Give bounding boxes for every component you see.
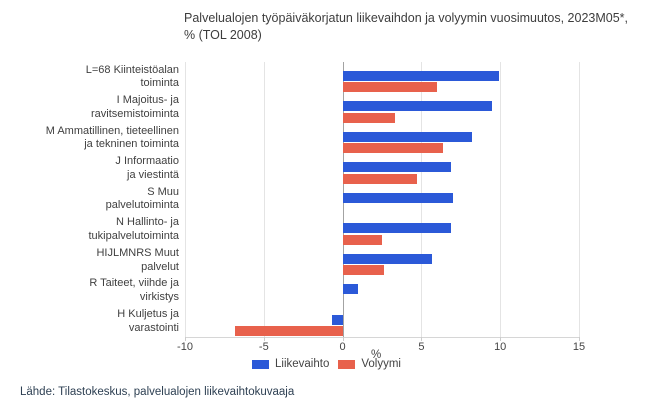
bar-liikevaihto[interactable] [342, 192, 453, 203]
legend-label-liikevaihto: Liikevaihto [275, 358, 330, 370]
x-axis-tickmark [421, 337, 423, 341]
gridline [185, 62, 186, 337]
y-axis-category-labels: L=68 Kiinteistöalan toiminta I Majoitus- … [0, 62, 179, 337]
plot-area [185, 62, 580, 341]
bar-liikevaihto[interactable] [342, 223, 452, 234]
bar-liikevaihto[interactable] [342, 253, 433, 264]
bar-volyymi[interactable] [342, 82, 438, 92]
x-axis-tickmark [579, 337, 580, 341]
category-label: L=68 Kiinteistöalan toiminta [85, 63, 179, 90]
x-axis-tick-label: 5 [418, 341, 425, 353]
chart-title-line-2: % (TOL 2008) [184, 27, 262, 42]
gridline [263, 62, 265, 337]
x-axis-tickmark [342, 337, 344, 341]
chart-title: Palvelualojen työpäiväkorjatun liikevaih… [184, 10, 644, 44]
legend: Liikevaihto Volyymi [252, 358, 401, 370]
legend-item-liikevaihto: Liikevaihto [252, 358, 329, 370]
bar-volyymi[interactable] [342, 112, 395, 123]
x-axis-tick-label: -5 [258, 341, 269, 353]
x-axis-tickmark [185, 337, 186, 341]
category-label: HIJLMNRS Muut palvelut [96, 246, 179, 273]
source-note: Lähde: Tilastokeskus, palvelualojen liik… [20, 386, 295, 398]
x-axis-tick-label: 15 [572, 341, 586, 353]
legend-swatch-volyymi [338, 359, 356, 369]
category-label: N Hallinto- ja tukipalvelutoiminta [88, 216, 180, 243]
bar-liikevaihto[interactable] [331, 314, 343, 325]
category-label: J Informaatio ja viestintä [115, 155, 179, 181]
x-axis-tickmark [500, 337, 502, 341]
bar-liikevaihto[interactable] [342, 131, 472, 142]
gridline [500, 62, 502, 337]
legend-label-volyymi: Volyymi [361, 358, 401, 370]
x-axis-tick-label: 10 [494, 341, 507, 353]
x-axis-tick-label: 0 [339, 341, 346, 353]
bar-liikevaihto[interactable] [342, 162, 452, 173]
category-label: S Muu palvelutoiminta [105, 185, 179, 212]
x-axis-tick-label: -10 [177, 341, 193, 353]
bar-volyymi[interactable] [342, 234, 382, 245]
bar-volyymi[interactable] [342, 143, 444, 154]
x-axis-tickmark [263, 337, 265, 341]
category-label: I Majoitus- ja ravitsemistoiminta [90, 94, 179, 120]
bar-volyymi[interactable] [342, 265, 384, 276]
bar-liikevaihto[interactable] [342, 101, 493, 112]
bar-volyymi[interactable] [235, 326, 343, 337]
bar-liikevaihto[interactable] [342, 70, 499, 81]
bar-volyymi[interactable] [342, 173, 417, 184]
x-axis-title: % [371, 349, 382, 361]
category-label: R Taiteet, viihde ja virkistys [89, 277, 179, 304]
chart-title-line-1: Palvelualojen työpäiväkorjatun liikevaih… [184, 11, 629, 25]
category-label: M Ammatillinen, tieteellinen ja tekninen… [45, 124, 179, 151]
legend-item-volyymi: Volyymi [338, 358, 401, 370]
bar-liikevaihto[interactable] [342, 284, 359, 295]
category-label: H Kuljetus ja varastointi [117, 307, 179, 334]
gridline [579, 62, 580, 337]
legend-swatch-liikevaihto [252, 359, 269, 369]
